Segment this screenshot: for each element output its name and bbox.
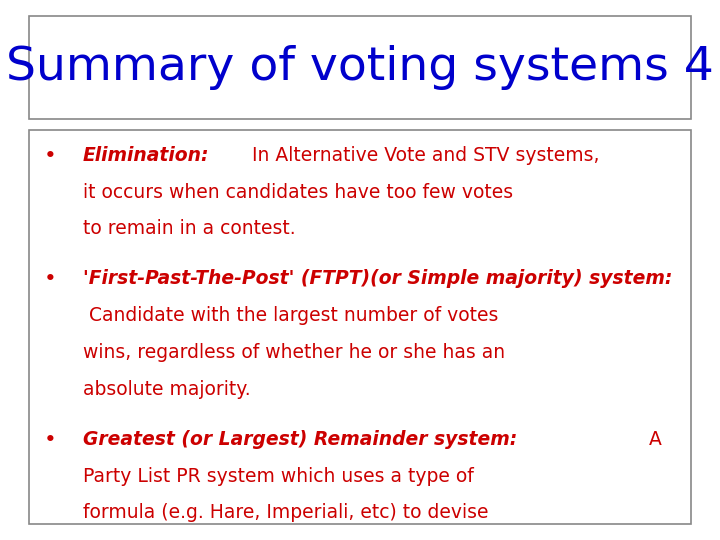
Text: Elimination:: Elimination:	[83, 146, 210, 165]
Text: •: •	[44, 269, 57, 289]
Text: to remain in a contest.: to remain in a contest.	[83, 219, 295, 238]
Text: 'First-Past-The-Post' (FTPT)(or Simple majority) system:: 'First-Past-The-Post' (FTPT)(or Simple m…	[83, 269, 672, 288]
Text: absolute majority.: absolute majority.	[83, 380, 251, 399]
FancyBboxPatch shape	[29, 16, 691, 119]
Text: formula (e.g. Hare, Imperiali, etc) to devise: formula (e.g. Hare, Imperiali, etc) to d…	[83, 503, 488, 522]
Text: Candidate with the largest number of votes: Candidate with the largest number of vot…	[83, 306, 498, 325]
Text: •: •	[44, 146, 57, 166]
Text: Summary of voting systems 4: Summary of voting systems 4	[6, 45, 714, 90]
Text: it occurs when candidates have too few votes: it occurs when candidates have too few v…	[83, 183, 513, 201]
Text: A: A	[643, 430, 662, 449]
Text: •: •	[44, 430, 57, 450]
Text: Party List PR system which uses a type of: Party List PR system which uses a type o…	[83, 467, 474, 485]
Text: wins, regardless of whether he or she has an: wins, regardless of whether he or she ha…	[83, 343, 505, 362]
Text: In Alternative Vote and STV systems,: In Alternative Vote and STV systems,	[246, 146, 600, 165]
Text: Greatest (or Largest) Remainder system:: Greatest (or Largest) Remainder system:	[83, 430, 517, 449]
FancyBboxPatch shape	[29, 130, 691, 524]
